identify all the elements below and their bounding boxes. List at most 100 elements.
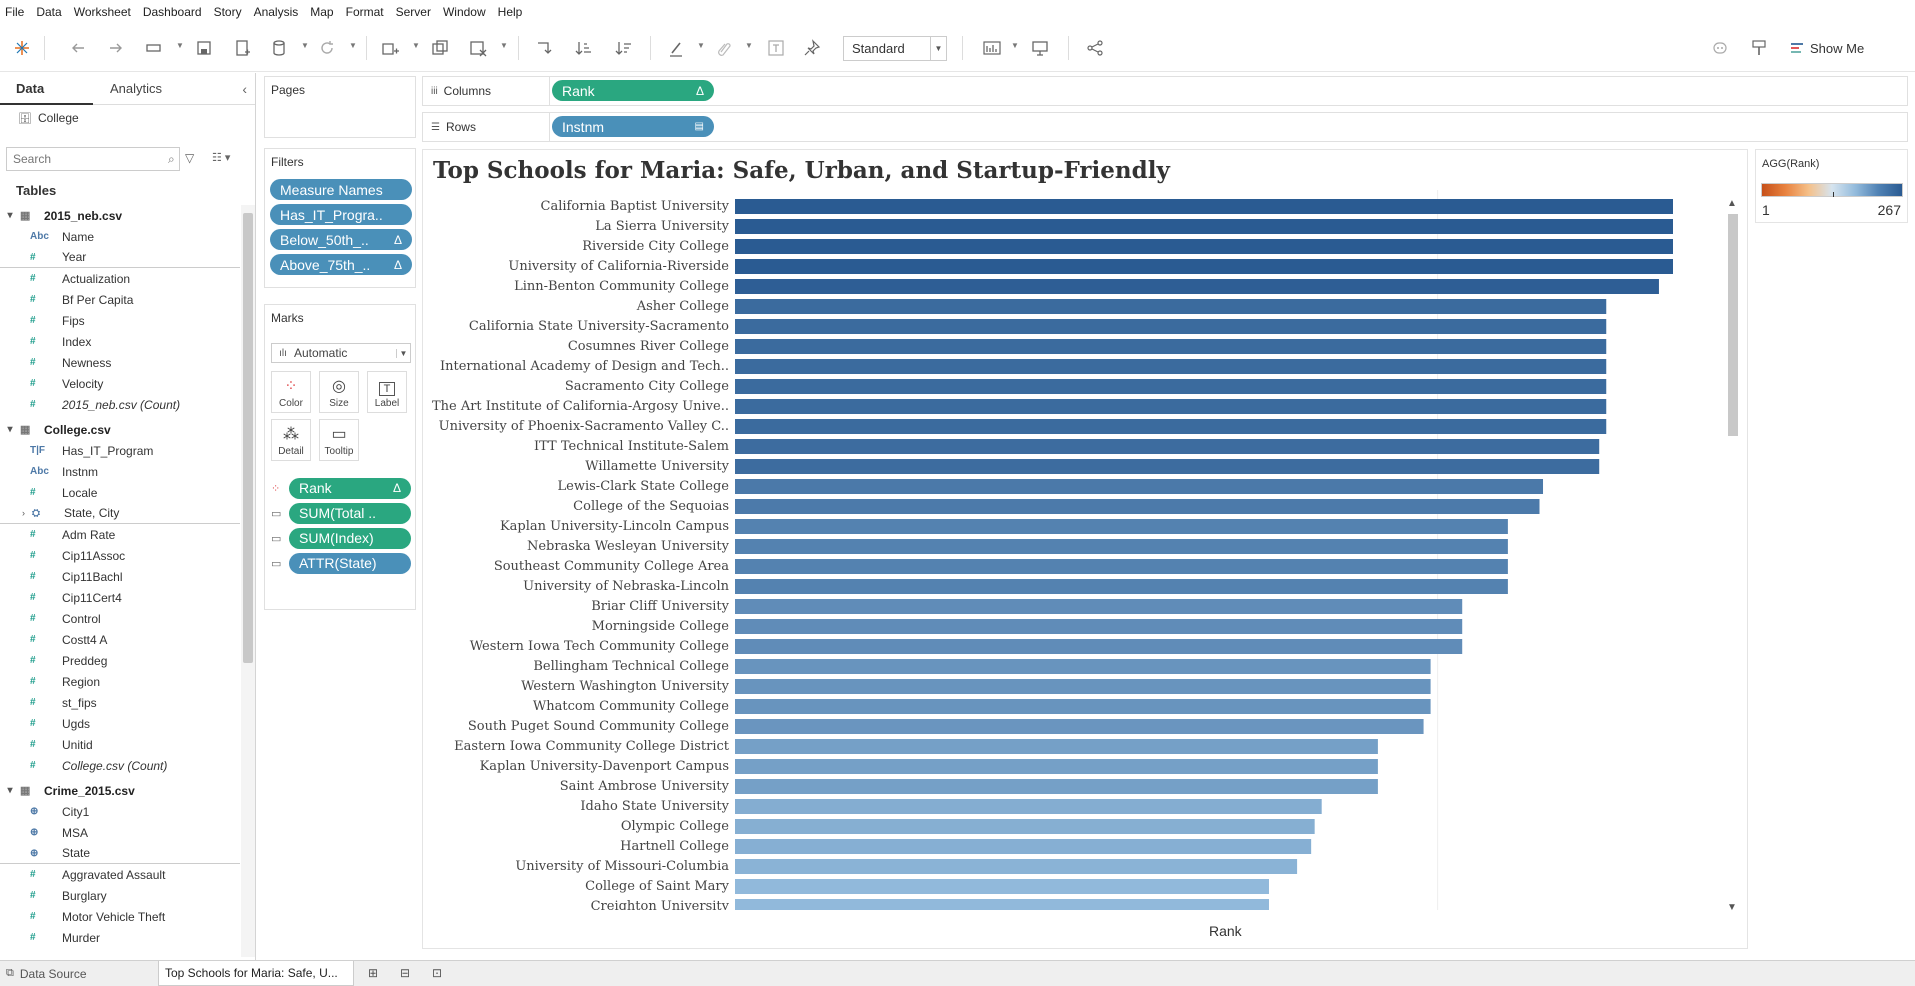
view-options-icon[interactable]: ☷ ▾ bbox=[212, 152, 231, 164]
row-label[interactable]: Linn-Benton Community College bbox=[514, 279, 729, 294]
bar-mark[interactable] bbox=[735, 319, 1607, 334]
field-item[interactable]: # Actualization bbox=[0, 268, 240, 289]
bar-mark[interactable] bbox=[735, 279, 1659, 294]
bar-mark[interactable] bbox=[735, 839, 1312, 854]
menu-help[interactable]: Help bbox=[497, 5, 523, 19]
bar-mark[interactable] bbox=[735, 439, 1600, 454]
redo-icon[interactable] bbox=[104, 36, 128, 60]
field-item[interactable]: # Fips bbox=[0, 310, 240, 331]
row-label[interactable]: College of the Sequoias bbox=[573, 499, 729, 514]
group-members-icon[interactable] bbox=[712, 36, 736, 60]
columns-shelf[interactable]: iii Columns Rank Δ bbox=[422, 76, 1908, 106]
field-item[interactable]: ⊕ City1 bbox=[0, 801, 240, 822]
row-label[interactable]: University of Nebraska-Lincoln bbox=[523, 579, 730, 594]
label-button[interactable]: T Label bbox=[367, 371, 407, 413]
bar-mark[interactable] bbox=[735, 559, 1508, 574]
clear-sheet-icon[interactable] bbox=[466, 36, 490, 60]
row-label[interactable]: Idaho State University bbox=[580, 799, 729, 814]
row-label[interactable]: University of Missouri-Columbia bbox=[515, 859, 729, 874]
bar-mark[interactable] bbox=[735, 639, 1463, 654]
pages-card[interactable]: Pages bbox=[264, 76, 416, 138]
menu-dashboard[interactable]: Dashboard bbox=[142, 5, 202, 19]
row-label[interactable]: Willamette University bbox=[585, 459, 729, 474]
mark-type-dropdown[interactable]: ılı Automatic ▼ bbox=[271, 343, 411, 363]
row-label[interactable]: La Sierra University bbox=[595, 219, 729, 234]
menu-server[interactable]: Server bbox=[395, 5, 431, 19]
menu-worksheet[interactable]: Worksheet bbox=[73, 5, 131, 19]
bar-mark[interactable] bbox=[735, 419, 1607, 434]
filter-pill-measure-names[interactable]: Measure Names bbox=[270, 179, 412, 200]
field-item[interactable]: # st_fips bbox=[0, 692, 240, 713]
bar-mark[interactable] bbox=[735, 259, 1673, 274]
row-label[interactable]: Bellingham Technical College bbox=[533, 659, 729, 674]
row-label[interactable]: Eastern Iowa Community College District bbox=[454, 739, 730, 754]
color-legend[interactable]: AGG(Rank) 1 267 bbox=[1755, 149, 1908, 223]
bar-mark[interactable] bbox=[735, 539, 1508, 554]
field-item[interactable]: # Cip11Cert4 bbox=[0, 587, 240, 608]
field-item[interactable]: # Index bbox=[0, 331, 240, 352]
field-item[interactable]: # Motor Vehicle Theft bbox=[0, 906, 240, 927]
bar-mark[interactable] bbox=[735, 879, 1269, 894]
bar-mark[interactable] bbox=[735, 859, 1298, 874]
row-label[interactable]: Kaplan University-Davenport Campus bbox=[480, 759, 729, 774]
table-header[interactable]: ▾ ▦ Crime_2015.csv bbox=[0, 780, 240, 801]
row-label[interactable]: South Puget Sound Community College bbox=[468, 719, 729, 734]
row-label[interactable]: Olympic College bbox=[621, 819, 729, 834]
detail-button[interactable]: ⁂ Detail bbox=[271, 419, 311, 461]
field-item[interactable]: # Year bbox=[0, 247, 240, 268]
field-item[interactable]: # Velocity bbox=[0, 373, 240, 394]
scroll-down-icon[interactable]: ▼ bbox=[1727, 902, 1737, 913]
bar-mark[interactable] bbox=[735, 519, 1508, 534]
field-item[interactable]: # Ugds bbox=[0, 713, 240, 734]
new-story-icon[interactable]: ⊡ bbox=[432, 966, 443, 980]
pin-axes-icon[interactable] bbox=[800, 36, 824, 60]
viz-view[interactable]: Top Schools for Maria: Safe, Urban, and … bbox=[422, 149, 1748, 949]
expand-icon[interactable]: ▾ bbox=[7, 210, 13, 221]
menu-format[interactable]: Format bbox=[345, 5, 384, 19]
duplicate-sheet-icon[interactable] bbox=[428, 36, 452, 60]
row-label[interactable]: Nebraska Wesleyan University bbox=[527, 539, 730, 554]
scroll-up-icon[interactable]: ▲ bbox=[1727, 198, 1737, 209]
bar-mark[interactable] bbox=[735, 699, 1431, 714]
field-item[interactable]: › ⛭ State, City bbox=[0, 503, 240, 524]
fit-dropdown[interactable]: Standard ▼ bbox=[843, 36, 947, 61]
new-worksheet-dropdown-icon[interactable]: ▼ bbox=[301, 41, 309, 50]
row-label[interactable]: Hartnell College bbox=[620, 839, 729, 854]
field-list-scroll-thumb[interactable] bbox=[243, 213, 253, 663]
field-item[interactable]: # Burglary bbox=[0, 885, 240, 906]
bar-mark[interactable] bbox=[735, 359, 1607, 374]
marks-pill-attr-state[interactable]: ATTR(State) bbox=[289, 552, 411, 574]
filter-pill-above-75th[interactable]: Above_75th_.. Δ bbox=[270, 254, 412, 275]
field-item[interactable]: #2015_neb.csv (Count) bbox=[0, 394, 240, 415]
new-worksheet-icon[interactable]: ⊞ bbox=[368, 966, 379, 980]
row-label[interactable]: Saint Ambrose University bbox=[560, 779, 730, 794]
table-header[interactable]: ▾ ▦ College.csv bbox=[0, 419, 240, 440]
expand-icon[interactable]: › bbox=[22, 508, 25, 518]
row-label[interactable]: Southeast Community College Area bbox=[494, 559, 729, 574]
show-cards-dropdown-icon[interactable]: ▼ bbox=[1011, 41, 1019, 50]
row-label[interactable]: Sacramento City College bbox=[565, 379, 729, 394]
field-item[interactable]: ⊕ State bbox=[0, 843, 240, 864]
field-item[interactable]: # Control bbox=[0, 608, 240, 629]
bar-mark[interactable] bbox=[735, 779, 1378, 794]
bar-mark[interactable] bbox=[735, 339, 1607, 354]
row-label[interactable]: International Academy of Design and Tech… bbox=[440, 359, 729, 374]
tab-analytics[interactable]: Analytics bbox=[110, 81, 163, 96]
pause-updates-icon[interactable] bbox=[142, 36, 166, 60]
row-label[interactable]: Creighton University bbox=[591, 899, 730, 910]
field-item[interactable]: # Cip11Assoc bbox=[0, 545, 240, 566]
row-label[interactable]: Cosumnes River College bbox=[568, 339, 729, 354]
row-label[interactable]: University of California-Riverside bbox=[508, 259, 729, 274]
undo-icon[interactable] bbox=[66, 36, 90, 60]
expand-icon[interactable]: ▾ bbox=[7, 785, 13, 796]
collapse-pane-icon[interactable]: ‹ bbox=[242, 81, 247, 97]
field-item[interactable]: # Cip11Bachl bbox=[0, 566, 240, 587]
marks-pill-sum-total[interactable]: SUM(Total .. bbox=[289, 502, 411, 524]
field-item[interactable]: # Region bbox=[0, 671, 240, 692]
field-item[interactable]: T|F Has_IT_Program bbox=[0, 440, 240, 461]
bar-mark[interactable] bbox=[735, 199, 1673, 214]
bar-mark[interactable] bbox=[735, 479, 1544, 494]
row-label[interactable]: Western Iowa Tech Community College bbox=[470, 639, 730, 654]
row-label[interactable]: Lewis-Clark State College bbox=[558, 479, 730, 494]
bar-mark[interactable] bbox=[735, 719, 1424, 734]
